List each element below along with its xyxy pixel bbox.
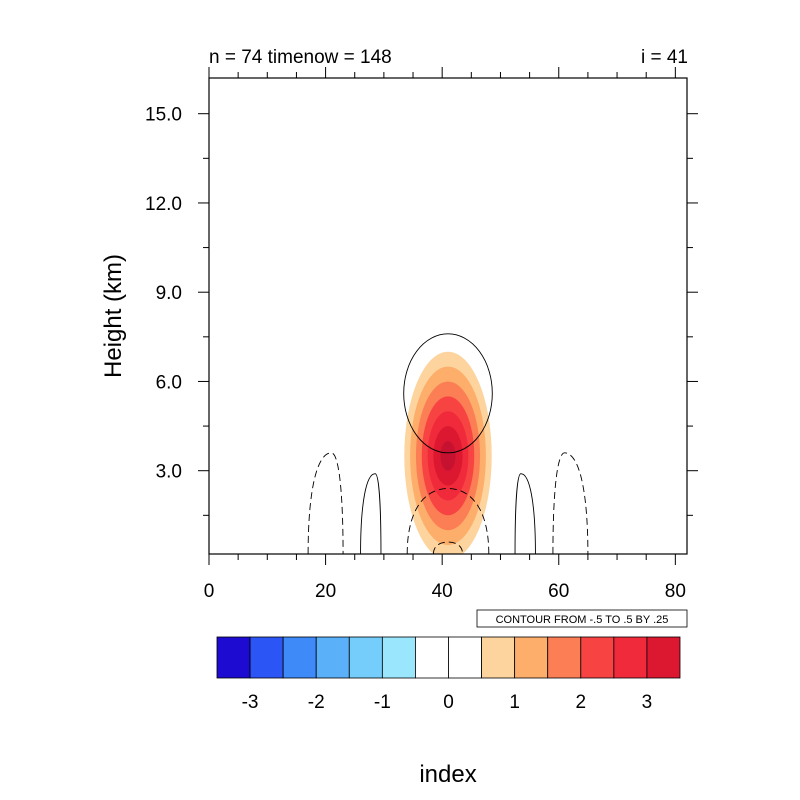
x-tick-label: 40 xyxy=(432,581,453,602)
tick-labels: 0 20 40 60 80 3.0 6.0 9.0 12.0 15.0 xyxy=(145,105,686,602)
colorbar-label: 3 xyxy=(642,692,653,713)
plot-frame xyxy=(208,77,688,555)
colorbar-label: -3 xyxy=(242,692,259,713)
contour-line-1 xyxy=(360,473,382,554)
x-tick-label: 20 xyxy=(315,581,336,602)
colorbar-label: 2 xyxy=(575,692,586,713)
colorbar-box-6 xyxy=(415,636,449,679)
colorbar-box-12 xyxy=(613,636,648,679)
colorbar-label: -2 xyxy=(308,692,325,713)
colorbar-box-10 xyxy=(547,636,582,679)
fill-level-6 xyxy=(440,440,456,471)
colorbar-box-0 xyxy=(216,636,251,679)
colorbar: -3 -2 -1 0 1 2 3 xyxy=(216,636,681,713)
colorbar-label: 1 xyxy=(509,692,520,713)
title-left: n = 74 timenow = 148 xyxy=(209,47,392,68)
title-right: i = 41 xyxy=(641,47,688,68)
contour-line-6 xyxy=(432,541,464,554)
colorbar-label: 0 xyxy=(443,692,454,713)
y-axis-label: Height (km) xyxy=(100,254,127,378)
x-tick-label: 80 xyxy=(665,581,686,602)
y-tick-label: 9.0 xyxy=(156,283,182,304)
y-tick-label: 6.0 xyxy=(156,372,182,393)
x-axis-label: index xyxy=(419,761,476,788)
colorbar-box-8 xyxy=(481,636,516,679)
colorbar-box-4 xyxy=(348,636,383,679)
y-tick-label: 3.0 xyxy=(156,462,182,483)
x-tick-label: 0 xyxy=(204,581,215,602)
contour-info-label: CONTOUR FROM -.5 TO .5 BY .25 xyxy=(496,614,669,626)
contour-line-3 xyxy=(307,452,344,554)
line-contours xyxy=(307,333,589,554)
colorbar-box-5 xyxy=(381,636,416,679)
filled-contours xyxy=(404,351,492,554)
x-tick-label: 60 xyxy=(548,581,569,602)
colorbar-box-11 xyxy=(580,636,615,679)
contour-line-5 xyxy=(406,488,490,554)
colorbar-box-7 xyxy=(448,636,482,679)
y-tick-label: 12.0 xyxy=(145,194,182,215)
contour-line-2 xyxy=(514,473,536,554)
contour-info-box xyxy=(476,609,688,628)
contour-line-4 xyxy=(552,452,589,554)
colorbar-box-2 xyxy=(282,636,317,679)
colorbar-box-3 xyxy=(315,636,350,679)
colorbar-box-13 xyxy=(646,636,681,679)
colorbar-box-1 xyxy=(249,636,284,679)
colorbar-box-9 xyxy=(514,636,549,679)
colorbar-label: -1 xyxy=(374,692,391,713)
y-tick-label: 15.0 xyxy=(145,105,182,126)
axis-ticks xyxy=(198,67,698,565)
contour-line-0 xyxy=(403,333,493,454)
